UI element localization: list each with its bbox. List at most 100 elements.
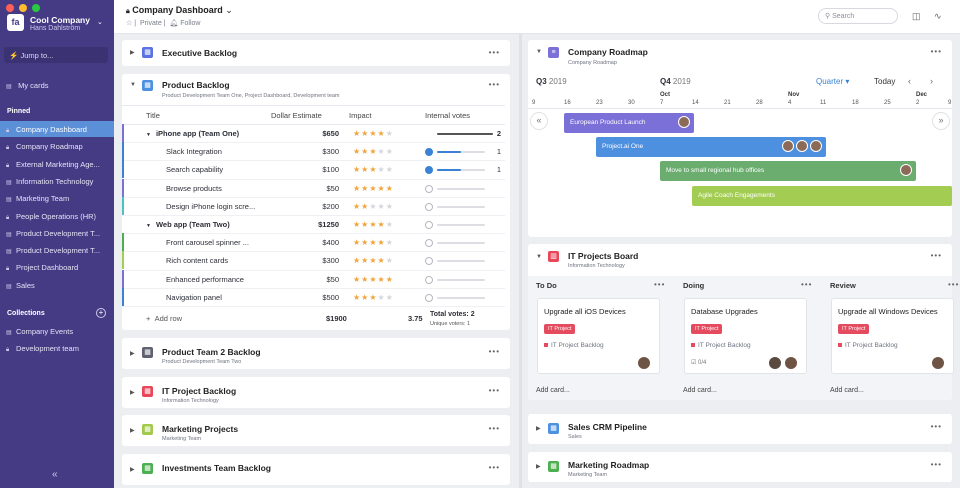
collapse-sidebar-icon[interactable]: « [52, 469, 58, 480]
star-rating[interactable]: ★★★★★ [353, 129, 394, 139]
company-name[interactable]: Cool Company [30, 15, 90, 25]
avatar[interactable] [796, 140, 808, 152]
row-title[interactable]: Enhanced performance [122, 270, 267, 289]
row-votes[interactable] [421, 179, 505, 198]
sidebar-item-pinned[interactable]: 🔒︎ Company Dashboard [0, 121, 114, 137]
more-options-icon[interactable]: ••• [930, 460, 942, 469]
row-impact[interactable]: ★★★★★ [345, 288, 421, 307]
sidebar-item-pinned[interactable]: ▤ Information Technology [0, 173, 114, 189]
table-row[interactable]: Search capability $100 ★★★★★ 1 [122, 160, 505, 180]
collapsed-board-panel[interactable]: ▶ ▦ Marketing Projects Marketing Team ••• [122, 415, 510, 446]
follow-button[interactable]: Follow [180, 20, 201, 27]
collapse-triangle-icon[interactable]: ▼ [146, 223, 151, 230]
more-options-icon[interactable]: ••• [930, 422, 942, 431]
sidebar-item-pinned[interactable]: ▤ Product Development T... [0, 242, 114, 258]
avatar[interactable] [784, 356, 798, 370]
row-title[interactable]: Slack Integration [122, 142, 267, 162]
avatar[interactable] [637, 356, 651, 370]
roadmap-bar[interactable]: European Product Launch [564, 113, 694, 133]
row-votes[interactable]: 2 [421, 124, 505, 144]
collapse-triangle-icon[interactable]: ▼ [130, 82, 136, 88]
sidebar-item-pinned[interactable]: ▤ Marketing Team [0, 190, 114, 206]
row-impact[interactable]: ★★★★★ [345, 124, 421, 144]
sidebar-item-pinned[interactable]: ▤ Product Development T... [0, 225, 114, 241]
star-rating[interactable]: ★★★★★ [353, 238, 394, 248]
table-row[interactable]: Navigation panel $500 ★★★★★ [122, 288, 505, 307]
row-estimate[interactable]: $200 [267, 197, 345, 216]
minimize-window-button[interactable] [19, 4, 27, 12]
table-row[interactable]: ▼ Web app (Team Two) $1250 ★★★★★ [122, 215, 505, 235]
more-options-icon[interactable]: ••• [930, 47, 942, 56]
table-row[interactable]: Rich content cards $300 ★★★★★ [122, 251, 505, 271]
row-votes[interactable] [421, 251, 505, 271]
column-header-title[interactable]: Title [122, 105, 267, 125]
collapse-triangle-icon[interactable]: ▼ [146, 132, 151, 139]
expand-triangle-icon[interactable]: ▶ [130, 351, 135, 357]
row-title[interactable]: ▼ Web app (Team Two) [122, 215, 267, 235]
vote-toggle-icon[interactable] [425, 202, 433, 211]
sidebar-item-pinned[interactable]: 🔒︎ Project Dashboard [0, 259, 114, 275]
expand-triangle-icon[interactable]: ▶ [130, 389, 135, 396]
close-window-button[interactable] [6, 4, 14, 12]
row-estimate[interactable]: $300 [267, 142, 345, 162]
expand-triangle-icon[interactable]: ▶ [130, 50, 135, 56]
star-rating[interactable]: ★★★★★ [353, 147, 394, 157]
row-estimate[interactable]: $50 [267, 270, 345, 289]
more-options-icon[interactable]: ••• [488, 48, 500, 57]
row-title[interactable]: Navigation panel [122, 288, 267, 307]
jump-to-button[interactable]: ⚡ Jump to... [4, 47, 108, 63]
row-votes[interactable] [421, 270, 505, 289]
add-card-button[interactable]: Add card... [683, 387, 717, 394]
vote-toggle-icon[interactable] [425, 184, 433, 193]
sidebar-item-pinned[interactable]: 🔒︎ Company Roadmap [0, 138, 114, 154]
add-card-button[interactable]: Add card... [536, 387, 570, 394]
chevron-down-icon[interactable]: ⌄ [97, 19, 103, 26]
more-options-icon[interactable]: ••• [948, 280, 960, 289]
avatar[interactable] [678, 116, 690, 128]
more-options-icon[interactable]: ••• [488, 385, 500, 395]
row-impact[interactable]: ★★★★★ [345, 160, 421, 180]
sidebar-item-my-cards[interactable]: ▤ My cards [0, 77, 114, 93]
vote-toggle-icon[interactable] [425, 166, 433, 175]
avatar[interactable] [768, 356, 782, 370]
row-impact[interactable]: ★★★★★ [345, 197, 421, 216]
row-estimate[interactable]: $650 [267, 124, 345, 144]
table-row[interactable]: Enhanced performance $50 ★★★★★ [122, 270, 505, 289]
row-votes[interactable]: 1 [421, 160, 505, 180]
collapsed-board-panel[interactable]: ▶ ▦ Sales CRM Pipeline Sales ••• [528, 414, 952, 444]
row-votes[interactable] [421, 215, 505, 235]
row-estimate[interactable]: $400 [267, 233, 345, 253]
avatar[interactable] [782, 140, 794, 152]
more-options-icon[interactable]: ••• [488, 80, 500, 89]
vote-toggle-icon[interactable] [425, 239, 433, 248]
expand-triangle-icon[interactable]: ▶ [130, 466, 135, 473]
row-impact[interactable]: ★★★★★ [345, 233, 421, 253]
star-rating[interactable]: ★★★★★ [353, 292, 394, 302]
collapse-triangle-icon[interactable]: ▼ [536, 254, 542, 260]
row-estimate[interactable]: $500 [267, 288, 345, 307]
vote-toggle-icon[interactable] [425, 148, 433, 157]
table-row[interactable]: ▼ iPhone app (Team One) $650 ★★★★★ 2 [122, 124, 505, 144]
row-estimate[interactable]: $50 [267, 179, 345, 198]
chevron-left-icon[interactable]: ‹ [908, 76, 911, 86]
more-options-icon[interactable]: ••• [488, 462, 500, 472]
star-icon[interactable]: ☆ [126, 20, 133, 27]
privacy-label[interactable]: Private [139, 20, 162, 27]
kanban-card[interactable]: Database Upgrades IT Project IT Project Ba… [684, 298, 807, 374]
kanban-card[interactable]: Upgrade all iOS Devices IT Project IT Proj… [537, 298, 660, 374]
row-title[interactable]: Rich content cards [122, 251, 267, 271]
table-row[interactable]: Front carousel spinner ... $400 ★★★★★ [122, 233, 505, 253]
search-input[interactable]: ⚲ Search [818, 8, 898, 24]
more-options-icon[interactable]: ••• [654, 280, 666, 289]
more-options-icon[interactable]: ••• [930, 251, 942, 260]
vote-toggle-icon[interactable] [425, 293, 433, 302]
table-row[interactable]: Browse products $50 ★★★★★ [122, 179, 505, 198]
row-estimate[interactable]: $1250 [267, 215, 345, 235]
add-row-button[interactable]: + Add row [146, 314, 183, 323]
collapse-triangle-icon[interactable]: ▼ [536, 49, 542, 55]
star-rating[interactable]: ★★★★★ [353, 165, 394, 175]
row-impact[interactable]: ★★★★★ [345, 270, 421, 289]
row-votes[interactable] [421, 288, 505, 307]
activity-icon[interactable]: ∿ [934, 11, 942, 21]
roadmap-bar[interactable]: Agile Coach Engagements [692, 186, 952, 206]
